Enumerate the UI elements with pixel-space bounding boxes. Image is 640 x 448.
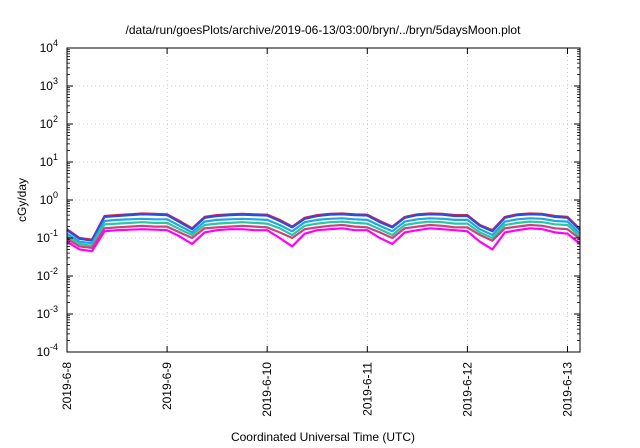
y-tick-label-base: 10 [40, 155, 54, 169]
y-tick-label-base: 10 [37, 231, 51, 245]
x-tick-label: 2019-6-8 [60, 362, 74, 410]
x-tick-label: 2019-6-12 [460, 362, 474, 417]
y-tick-label-base: 10 [40, 79, 54, 93]
y-axis-label: cGy/day [15, 178, 29, 222]
y-tick-label-base: 10 [40, 117, 54, 131]
y-tick-label-base: 10 [37, 345, 51, 359]
y-tick-label-exponent: 2 [53, 114, 58, 124]
y-tick-label: 101 [40, 152, 58, 169]
x-axis-label: Coordinated Universal Time (UTC) [231, 430, 415, 444]
x-tick-label: 2019-6-9 [160, 362, 174, 410]
y-tick-label: 103 [40, 76, 58, 93]
y-tick-label-exponent: 4 [53, 38, 58, 48]
y-tick-label-exponent: -1 [50, 228, 58, 238]
y-tick-label-base: 10 [37, 269, 51, 283]
series-layer [66, 212, 581, 253]
y-tick-label-exponent: 0 [53, 190, 58, 200]
y-tick-label-exponent: 3 [53, 76, 58, 86]
y-tick-label-exponent: 1 [53, 152, 58, 162]
y-tick-label-exponent: -4 [50, 342, 58, 352]
x-tick-label: 2019-6-11 [360, 362, 374, 416]
series-line-6 [66, 227, 581, 253]
series-line-4 [66, 220, 581, 247]
series-line-3 [66, 217, 581, 245]
y-tick-label: 10-2 [37, 266, 58, 283]
y-tick-label-base: 10 [40, 193, 54, 207]
x-tick-label: 2019-6-13 [560, 362, 574, 417]
y-tick-label: 104 [40, 38, 58, 55]
y-tick-label: 100 [40, 190, 58, 207]
y-tick-label-exponent: -2 [50, 266, 58, 276]
y-tick-label: 102 [40, 114, 58, 131]
series-line-5 [66, 223, 581, 249]
y-tick-label-base: 10 [37, 307, 51, 321]
chart-title: /data/run/goesPlots/archive/2019-06-13/0… [126, 23, 522, 37]
y-tick-label-exponent: -3 [50, 304, 58, 314]
y-tick-label: 10-3 [37, 304, 58, 321]
x-tick-label: 2019-6-10 [260, 362, 274, 417]
y-tick-label: 10-1 [37, 228, 58, 245]
y-tick-label: 10-4 [37, 342, 58, 359]
y-tick-label-base: 10 [40, 41, 54, 55]
series-line-2 [66, 213, 581, 242]
